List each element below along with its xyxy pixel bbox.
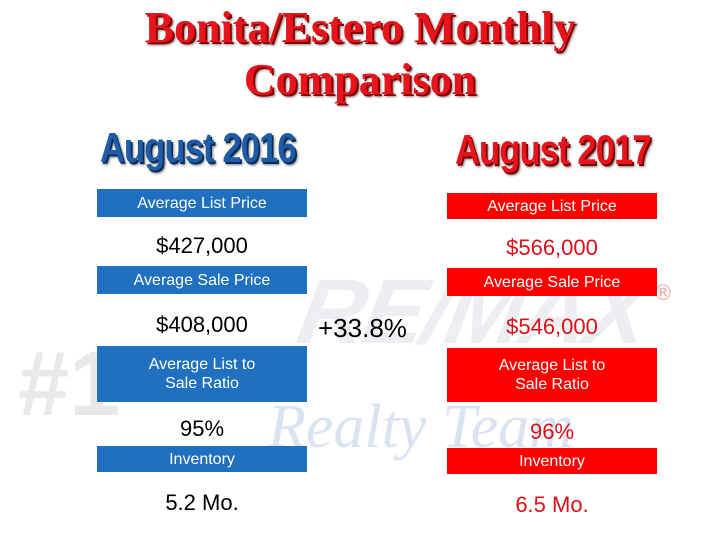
left-inventory-value: 5.2 Mo. xyxy=(165,490,239,515)
left-ratio-value: 95% xyxy=(179,416,225,441)
left-sale-price-label: Average Sale Price xyxy=(97,266,307,294)
right-list-price-label: Average List Price xyxy=(447,193,657,219)
left-ratio-label-line-2: Sale Ratio xyxy=(165,375,239,392)
right-ratio-label-line-1: Average List to xyxy=(498,357,606,374)
title-line-2: Comparison xyxy=(243,55,477,104)
right-list-price-value: $566,000 xyxy=(506,235,598,260)
right-inventory-value: 6.5 Mo. xyxy=(515,492,589,517)
right-ratio-label: Average List to Sale Ratio xyxy=(447,348,657,402)
price-change-percent: +33.8% xyxy=(318,313,407,343)
registered-mark: ® xyxy=(655,280,672,305)
left-inventory-label: Inventory xyxy=(97,446,307,472)
left-ratio-label: Average List to Sale Ratio xyxy=(97,346,307,402)
left-ratio-label-line-1: Average List to xyxy=(148,356,256,373)
right-ratio-label-line-2: Sale Ratio xyxy=(515,376,589,393)
left-list-price-value: $427,000 xyxy=(156,233,248,258)
page-title: Bonita/Estero Monthly Comparison xyxy=(0,2,720,106)
right-sale-price-label: Average Sale Price xyxy=(447,268,657,296)
right-sale-price-value: $546,000 xyxy=(506,314,598,339)
left-sale-price-value: $408,000 xyxy=(156,312,248,337)
year-heading-left: August 2016 xyxy=(100,124,297,171)
right-ratio-value: 96% xyxy=(529,419,575,444)
title-line-1: Bonita/Estero Monthly xyxy=(144,3,576,52)
right-inventory-label: Inventory xyxy=(447,448,657,474)
left-list-price-label: Average List Price xyxy=(97,189,307,217)
year-heading-right: August 2017 xyxy=(455,126,652,173)
